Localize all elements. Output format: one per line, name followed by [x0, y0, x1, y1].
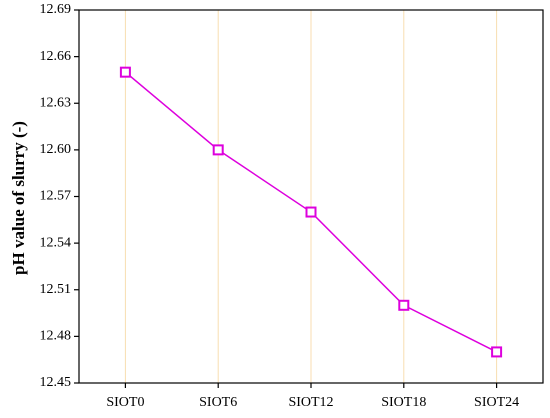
- y-tick-label: 12.66: [40, 49, 72, 64]
- y-tick-label: 12.69: [40, 2, 72, 17]
- y-tick-label: 12.45: [40, 375, 72, 390]
- y-tick-label: 12.63: [40, 95, 72, 110]
- y-tick-label: 12.54: [40, 235, 72, 250]
- x-tick-label: SIOT12: [288, 395, 333, 410]
- y-tick-label: 12.51: [40, 282, 72, 297]
- y-axis-label: pH value of slurry (-): [9, 121, 28, 275]
- point: [212, 144, 224, 156]
- x-tick-label: SIOT24: [474, 395, 519, 410]
- point: [305, 206, 317, 218]
- point: [491, 346, 503, 358]
- y-tick-label: 12.57: [40, 189, 72, 204]
- x-tick-label: SIOT18: [381, 395, 426, 410]
- y-tick-label: 12.48: [40, 329, 72, 344]
- point: [119, 66, 131, 78]
- y-tick-label: 12.60: [40, 142, 72, 157]
- point: [398, 299, 410, 311]
- x-tick-label: SIOT6: [199, 395, 237, 410]
- x-tick-label: SIOT0: [106, 395, 144, 410]
